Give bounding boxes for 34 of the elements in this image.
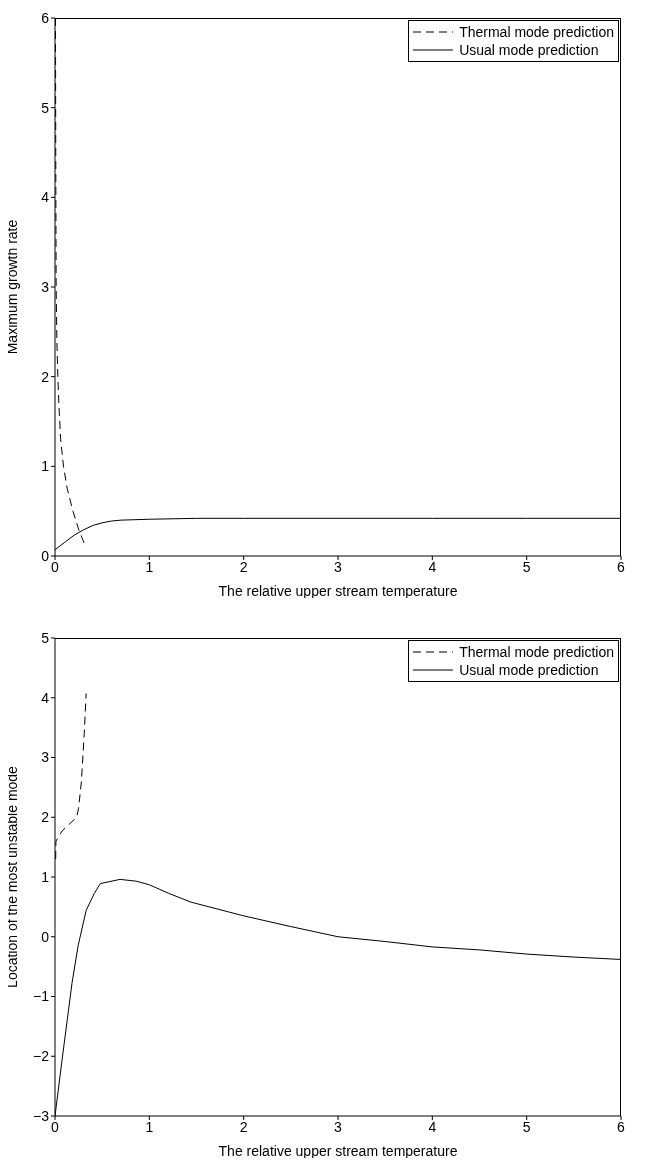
x-tick-label: 5 bbox=[522, 1118, 531, 1135]
y-tick-label: 0 bbox=[41, 547, 50, 564]
y-tick-label: 3 bbox=[41, 749, 50, 766]
y-tick-label: 6 bbox=[41, 9, 50, 26]
y-tick-label: 4 bbox=[41, 689, 50, 706]
x-tick-label: 4 bbox=[428, 1118, 437, 1135]
y-tick-label: −1 bbox=[33, 988, 50, 1005]
y-tick-label: 1 bbox=[41, 458, 50, 475]
x-axis-title: The relative upper stream temperature bbox=[218, 583, 458, 599]
y-tick-label: 3 bbox=[41, 278, 50, 295]
x-tick-label: 6 bbox=[617, 1118, 626, 1135]
x-tick-label: 2 bbox=[239, 1118, 248, 1135]
x-tick-label: 3 bbox=[334, 558, 343, 575]
y-tick-label: 1 bbox=[41, 868, 50, 885]
y-tick-label: 4 bbox=[41, 189, 50, 206]
x-axis-title: The relative upper stream temperature bbox=[218, 1143, 458, 1159]
y-tick-label: −3 bbox=[33, 1107, 50, 1124]
y-tick-label: −2 bbox=[33, 1048, 50, 1065]
y-tick-label: 2 bbox=[41, 809, 50, 826]
legend-label: Usual mode prediction bbox=[459, 661, 599, 679]
x-tick-label: 4 bbox=[428, 558, 437, 575]
y-tick-label: 2 bbox=[41, 368, 50, 385]
legend-label: Thermal mode prediction bbox=[459, 23, 614, 41]
y-tick-label: 0 bbox=[41, 928, 50, 945]
legend-label: Usual mode prediction bbox=[459, 41, 599, 59]
x-tick-label: 1 bbox=[145, 558, 154, 575]
legend-label: Thermal mode prediction bbox=[459, 643, 614, 661]
y-tick-label: 5 bbox=[41, 99, 50, 116]
x-tick-label: 5 bbox=[522, 558, 531, 575]
x-tick-label: 3 bbox=[334, 1118, 343, 1135]
y-tick-label: 5 bbox=[41, 629, 50, 646]
x-tick-label: 6 bbox=[617, 558, 626, 575]
x-tick-label: 1 bbox=[145, 1118, 154, 1135]
x-tick-label: 2 bbox=[239, 558, 248, 575]
